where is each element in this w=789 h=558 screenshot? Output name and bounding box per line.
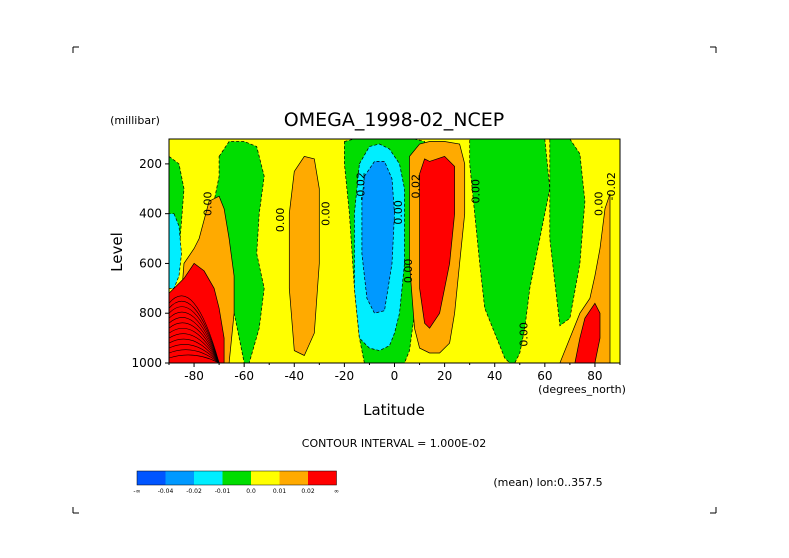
legend-frame: [136, 470, 337, 486]
dense-contour-line: [169, 295, 220, 363]
legend-label: -0.02: [186, 488, 202, 495]
x-tick-label: 40: [487, 369, 502, 383]
dense-contours: [169, 295, 220, 363]
y-tick-label: 1000: [131, 356, 162, 370]
legend-label: ∞: [334, 488, 339, 495]
y-tick-label: 600: [139, 256, 162, 270]
legend-swatch: [308, 471, 337, 485]
x-tick-label: 0: [391, 369, 399, 383]
y-axis: 200 400 600 800 1000: [131, 157, 169, 370]
contour-region-4: [549, 139, 586, 327]
contour-region-3: [469, 139, 551, 363]
contour-label: 0.00: [592, 191, 605, 216]
legend-label: 0.02: [301, 488, 315, 495]
contour-region-7: [169, 213, 182, 289]
legend-swatch: [279, 471, 308, 485]
contour-region-9: [288, 156, 320, 356]
contour-label: 0.00: [470, 179, 483, 204]
y-axis-title: Level: [108, 232, 126, 272]
mean-note-text: (mean) lon:0..357.5: [493, 476, 602, 489]
contour-region-13: [419, 155, 455, 329]
contour-label: 0.00: [274, 208, 287, 233]
legend-swatch: [251, 471, 280, 485]
dense-contour-line: [169, 344, 220, 363]
x-tick-label: 80: [587, 369, 602, 383]
legend-label: -0.01: [215, 488, 231, 495]
x-axis-title: Latitude: [363, 401, 425, 419]
legend-swatch: [222, 471, 251, 485]
contour-label: -0.02: [605, 172, 618, 200]
contour-label: 0.00: [392, 200, 405, 225]
corner-marks: [72, 46, 717, 514]
contour-fills: [169, 139, 620, 363]
contour-label: 0.00: [202, 191, 215, 216]
y-tick-label: 800: [139, 306, 162, 320]
contour-region-15: [574, 302, 601, 363]
contour-interval-text: CONTOUR INTERVAL = 1.000E-02: [302, 437, 486, 450]
contour-label: -0.02: [354, 172, 367, 200]
contour-label: 0.00: [319, 201, 332, 226]
x-unit-label: (degrees_north): [538, 383, 626, 396]
contour-label: 0.02: [410, 174, 423, 199]
corner-mark-top-right: [710, 46, 717, 53]
y-unit-label: (millibar): [110, 114, 160, 127]
legend-swatch: [165, 471, 194, 485]
x-tick-label: 20: [437, 369, 452, 383]
x-tick-label: -80: [184, 369, 204, 383]
contour-label: 0.00: [402, 259, 415, 284]
legend-label: 0.0: [246, 488, 256, 495]
corner-mark-bottom-left: [72, 507, 79, 514]
y-tick-label: 400: [139, 207, 162, 221]
legend-label: -0.04: [158, 488, 174, 495]
chart-title: OMEGA_1998-02_NCEP: [284, 109, 504, 131]
x-tick-label: -60: [234, 369, 254, 383]
legend-swatch: [137, 471, 166, 485]
dense-contour-line: [169, 328, 220, 363]
corner-mark-top-left: [72, 46, 79, 53]
contour-region-8: [361, 161, 395, 314]
legend-label: -∞: [133, 488, 140, 495]
dense-contour-line: [169, 354, 220, 363]
dense-contour-line: [169, 333, 220, 363]
y-tick-label: 200: [139, 157, 162, 171]
dense-contour-line: [169, 322, 220, 363]
legend-label: 0.01: [273, 488, 287, 495]
corner-mark-bottom-right: [710, 507, 717, 514]
x-axis: -80 -60 -40 -20 0 20 40 60 80: [168, 363, 621, 383]
dense-contour-line: [169, 338, 220, 363]
dense-contour-line: [169, 306, 220, 363]
color-legend: -∞ -0.04 -0.02 -0.01 0.0 0.01 0.02 ∞: [133, 470, 339, 495]
dense-contour-line: [169, 349, 220, 363]
dense-contour-line: [169, 300, 220, 363]
x-tick-label: -40: [284, 369, 304, 383]
x-tick-label: -20: [335, 369, 355, 383]
dense-contour-line: [169, 317, 220, 363]
legend-swatch: [194, 471, 223, 485]
plot-area: 0.000.00 0.00-0.020.000.020.000.000.000.0…: [168, 138, 621, 364]
dense-contour-line: [169, 311, 220, 363]
contour-label: 0.00: [517, 322, 530, 347]
x-tick-label: 60: [537, 369, 552, 383]
